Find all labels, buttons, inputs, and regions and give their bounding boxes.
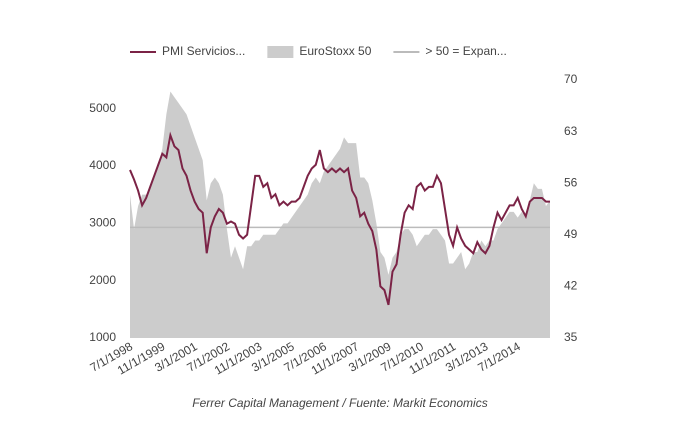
legend-label: EuroStoxx 50 (299, 44, 371, 58)
y2-tick-label: 42 (564, 279, 578, 293)
y2-tick-label: 49 (564, 227, 578, 241)
line (129, 131, 550, 306)
legend-swatch (267, 46, 294, 58)
y2-tick-label: 63 (564, 124, 578, 138)
y2-tick-label: 35 (564, 330, 578, 344)
y-tick-label: 2000 (89, 273, 116, 287)
legend-label: PMI Servicios... (162, 44, 245, 58)
y-tick-label: 3000 (89, 216, 116, 230)
footer: Ferrer Capital Management / Fuente: Mark… (192, 396, 487, 410)
area (130, 91, 550, 338)
y2-tick-label: 56 (564, 175, 578, 189)
y-tick-label: 4000 (89, 158, 116, 172)
y-tick-label: 1000 (89, 330, 116, 344)
y2-tick-label: 70 (564, 72, 578, 86)
legend-label: > 50 = Expan... (425, 44, 506, 58)
y-tick-label: 5000 (89, 101, 116, 115)
